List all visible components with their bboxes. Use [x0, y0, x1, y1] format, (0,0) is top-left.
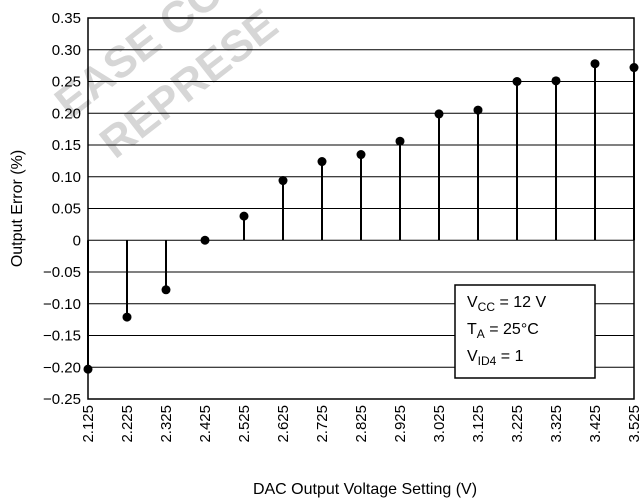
y-tick-label: 0.35	[52, 10, 81, 27]
data-point	[239, 211, 249, 221]
y-tick-label: 0.15	[52, 137, 81, 154]
data-point	[395, 136, 405, 146]
y-tick-labels: 0.35 0.30 0.25 0.20 0.15 0.10 0.05 0 −0.05 −0.10 −…	[43, 10, 81, 408]
data-point	[161, 285, 171, 295]
x-tick-label: 3.425	[587, 405, 604, 443]
y-tick-label: −0.20	[43, 359, 81, 376]
watermark: EASE CO REPRESE	[46, 0, 287, 168]
x-tick-label: 3.025	[431, 405, 448, 443]
data-point	[317, 157, 327, 167]
data-point	[590, 59, 600, 69]
x-tick-label: 3.525	[626, 405, 642, 443]
x-axis-label: DAC Output Voltage Setting (V)	[253, 481, 477, 498]
data-point	[83, 364, 93, 374]
x-tick-label: 2.225	[119, 405, 136, 443]
x-tick-label: 3.125	[470, 405, 487, 443]
x-tick-label: 2.125	[80, 405, 97, 443]
x-tick-label: 2.325	[158, 405, 175, 443]
y-tick-label: 0	[73, 232, 81, 249]
condition-line: VID4 = 1	[467, 348, 524, 368]
x-tick-label: 2.725	[314, 405, 331, 443]
data-point	[512, 77, 522, 86]
x-tick-label: 2.425	[197, 405, 214, 443]
x-tick-label: 2.525	[236, 405, 253, 443]
x-tick-label: 3.225	[509, 405, 526, 443]
x-tick-label: 2.825	[353, 405, 370, 443]
y-tick-label: 0.25	[52, 74, 81, 91]
y-tick-label: 0.10	[52, 169, 81, 186]
stems	[87, 63, 635, 370]
data-point	[122, 312, 132, 322]
y-axis-label: Output Error (%)	[9, 150, 26, 267]
data-point	[551, 76, 561, 86]
y-tick-label: −0.25	[43, 391, 81, 408]
data-point	[434, 109, 444, 119]
y-tick-label: −0.10	[43, 296, 81, 313]
x-tick-label: 2.925	[392, 405, 409, 443]
data-point	[278, 176, 288, 186]
conditions-box-frame	[454, 284, 596, 379]
y-tick-label: 0.05	[52, 201, 81, 218]
x-tick-label: 3.325	[548, 405, 565, 443]
y-tick-label: −0.05	[43, 264, 81, 281]
data-point	[200, 235, 210, 245]
x-tick-label: 2.625	[275, 405, 292, 443]
x-tick-labels: 2.125 2.225 2.325 2.425 2.525 2.625 2.725 2.825…	[80, 405, 642, 443]
data-point	[473, 105, 483, 115]
y-tick-label: 0.30	[52, 42, 81, 59]
conditions-box: VCC = 12 V TA = 25°C VID4 = 1	[454, 284, 596, 379]
data-point	[356, 150, 366, 160]
y-tick-label: 0.20	[52, 105, 81, 122]
y-tick-label: −0.15	[43, 328, 81, 345]
condition-line: TA = 25°C	[467, 321, 539, 341]
points	[83, 59, 639, 374]
data-point	[629, 63, 639, 73]
condition-line: VCC = 12 V	[467, 294, 546, 314]
